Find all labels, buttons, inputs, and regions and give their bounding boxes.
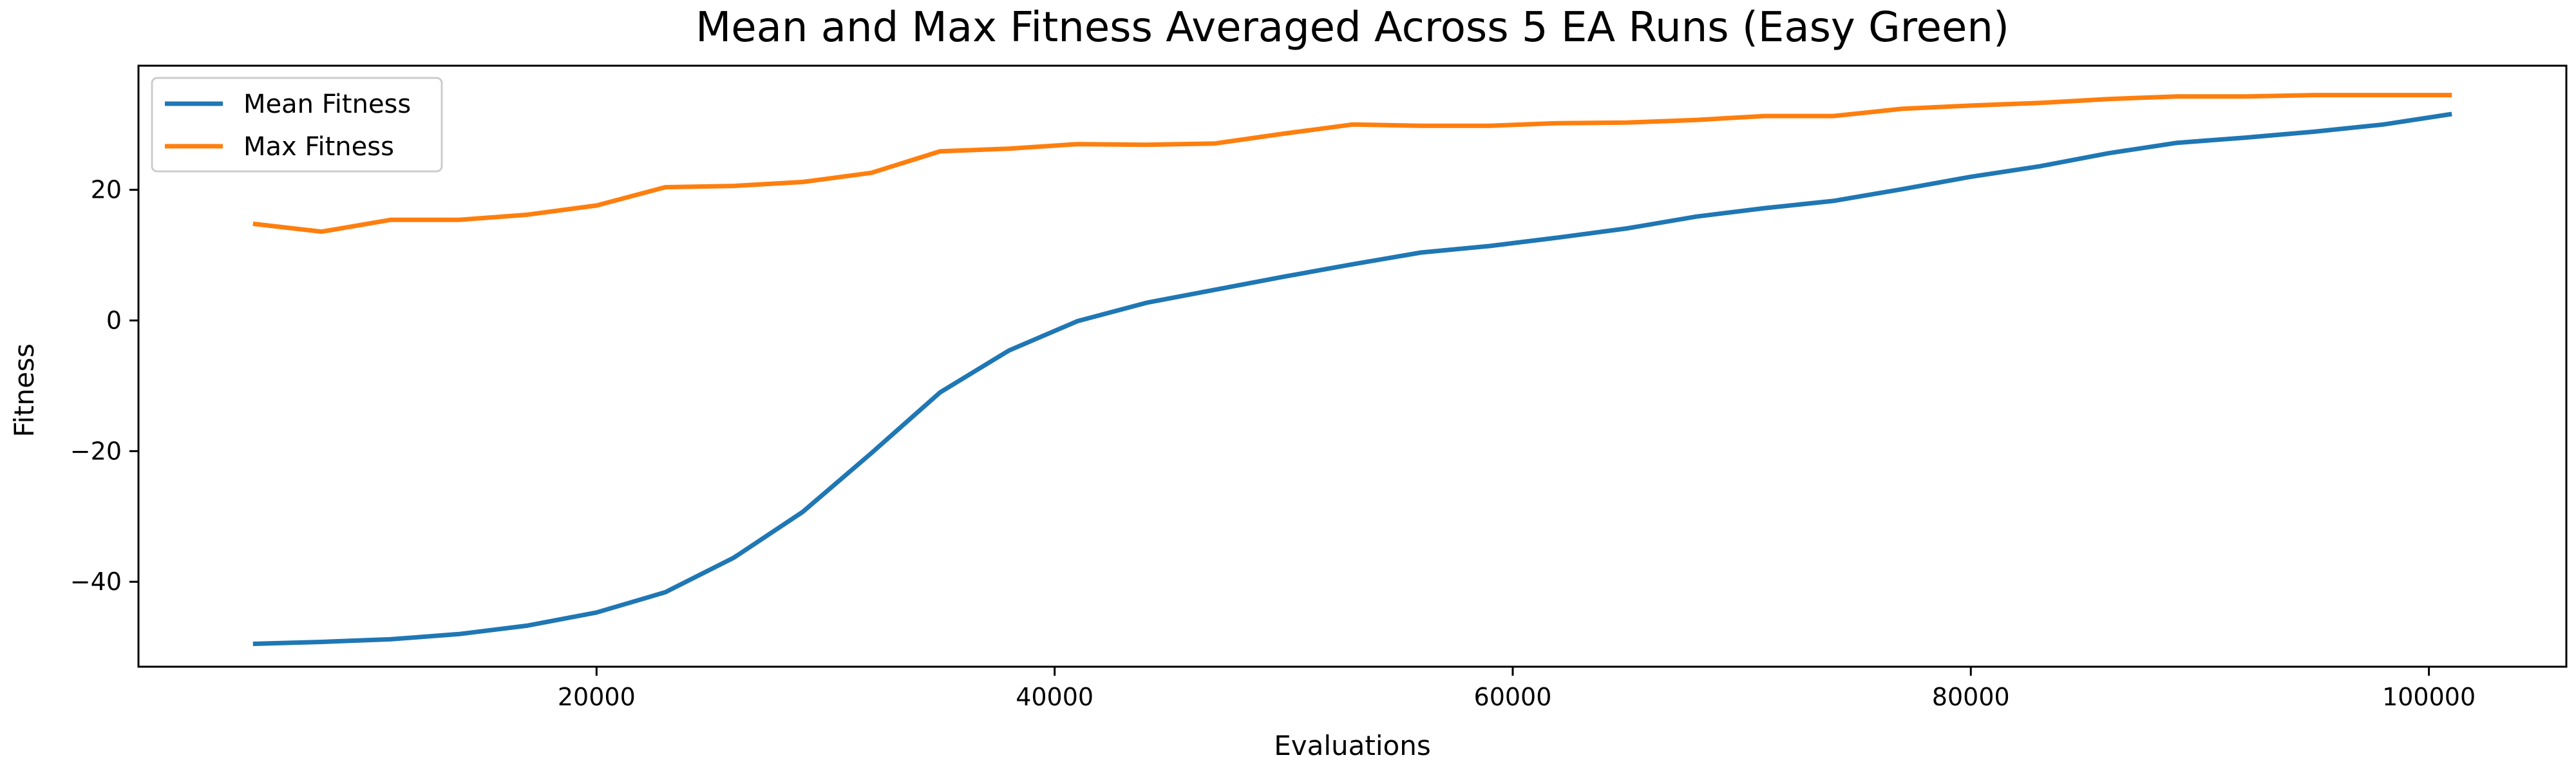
- legend-label: Max Fitness: [243, 132, 394, 162]
- x-tick-label: 40000: [1016, 683, 1094, 711]
- y-tick-label: 20: [91, 176, 122, 204]
- series-line-max-fitness: [252, 93, 2452, 234]
- y-axis-title: Fitness: [8, 343, 40, 437]
- y-tick-label: −40: [70, 568, 122, 596]
- x-tick-label: 80000: [1932, 683, 2010, 711]
- plot-area: 20000 40000 60000 80000 100000 −40 −20 0 20 Mean …: [70, 64, 2568, 711]
- axes-frame: [137, 64, 2568, 668]
- x-axis-title: Evaluations: [1274, 730, 1431, 761]
- legend-label: Mean Fitness: [243, 90, 411, 119]
- x-tick-label: 20000: [558, 683, 636, 711]
- y-tick-label: 0: [106, 307, 122, 335]
- legend-box: [151, 77, 443, 173]
- series-line-mean-fitness: [252, 111, 2452, 646]
- x-tick-label: 100000: [2382, 683, 2476, 711]
- chart-title: Mean and Max Fitness Averaged Across 5 E…: [696, 4, 2009, 52]
- x-tick-label: 60000: [1474, 683, 1552, 711]
- y-tick-label: −20: [70, 437, 122, 465]
